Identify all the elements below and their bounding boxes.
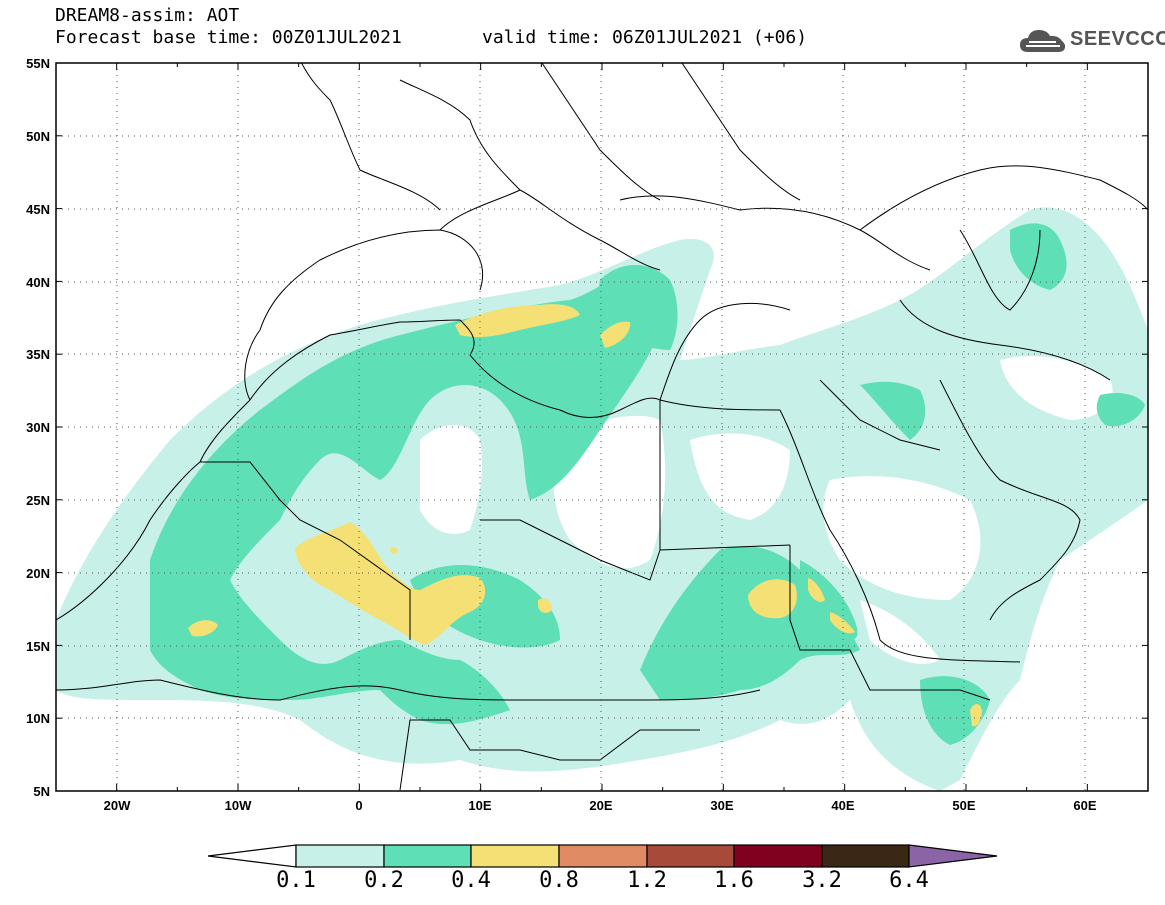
colorbar-label: 3.2 <box>802 868 842 893</box>
lat-label: 15N <box>26 639 50 654</box>
lon-label: 20W <box>104 798 131 813</box>
lat-labels: 55N 50N 45N 40N 35N 30N 25N 20N 15N 10N … <box>26 56 50 799</box>
lon-label: 40E <box>831 798 854 813</box>
lat-label: 30N <box>26 420 50 435</box>
forecast-base-time: Forecast base time: 00Z01JUL2021 <box>55 27 402 48</box>
lon-label: 50E <box>952 798 975 813</box>
colorbar-label: 0.8 <box>539 868 579 893</box>
colorbar-label: 0.4 <box>451 868 491 893</box>
lat-label: 25N <box>26 493 50 508</box>
logo-text: SEEVCCC <box>1070 28 1165 50</box>
colorbar-label: 1.6 <box>714 868 754 893</box>
lat-label: 45N <box>26 202 50 217</box>
seevccc-logo: SEEVCCC <box>1018 22 1165 58</box>
lat-label: 10N <box>26 711 50 726</box>
lat-label: 40N <box>26 275 50 290</box>
colorbar-high-arrow <box>908 844 998 868</box>
colorbar <box>207 844 998 868</box>
axis-ticks <box>55 62 1149 792</box>
colorbar-segment <box>821 844 910 868</box>
colorbar-segment <box>733 844 823 868</box>
lon-label: 60E <box>1073 798 1096 813</box>
colorbar-segment <box>470 844 560 868</box>
lon-labels: 20W 10W 0 10E 20E 30E 40E 50E 60E <box>104 798 1097 813</box>
lon-label: 10E <box>468 798 491 813</box>
valid-time: valid time: 06Z01JUL2021 (+06) <box>482 27 808 48</box>
aot-level-0.4 <box>188 304 982 727</box>
colorbar-segment <box>383 844 472 868</box>
lon-label: 0 <box>355 798 362 813</box>
colorbar-label: 0.2 <box>364 868 404 893</box>
lat-label: 35N <box>26 347 50 362</box>
colorbar-low-arrow <box>207 844 297 868</box>
coastlines <box>56 63 1148 791</box>
lon-label: 20E <box>589 798 612 813</box>
colorbar-label: 0.1 <box>276 868 316 893</box>
map-title: DREAM8-assim: AOT <box>55 5 240 26</box>
lat-label: 5N <box>33 784 50 799</box>
lat-label: 55N <box>26 56 50 71</box>
lon-label: 10W <box>225 798 252 813</box>
colorbar-label: 6.4 <box>889 868 929 893</box>
aot-below-0.1 <box>420 356 1113 664</box>
colorbar-label: 1.2 <box>627 868 667 893</box>
colorbar-segment <box>558 844 648 868</box>
colorbar-segment <box>646 844 735 868</box>
colorbar-segment <box>295 844 385 868</box>
lon-label: 30E <box>710 798 733 813</box>
lat-label: 20N <box>26 566 50 581</box>
cloud-icon <box>1020 30 1066 52</box>
graticule <box>56 63 1148 791</box>
lat-label: 50N <box>26 129 50 144</box>
